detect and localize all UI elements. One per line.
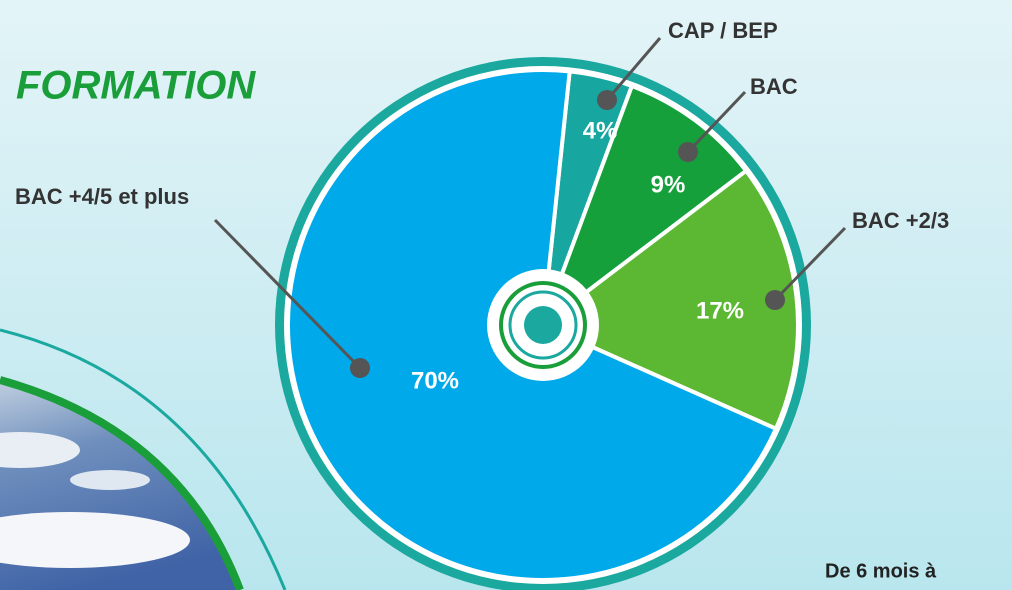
- decor-arc: [0, 376, 244, 590]
- value-label: 17%: [696, 297, 744, 324]
- leader-dot: [597, 90, 617, 110]
- category-label: BAC +2/3: [852, 208, 949, 233]
- center-hub: [524, 306, 562, 344]
- chart-title: FORMATION: [16, 64, 256, 108]
- category-label: BAC: [750, 74, 798, 99]
- pie-slice: [539, 168, 800, 432]
- leader-line: [773, 226, 847, 302]
- decor-arc: [0, 328, 287, 590]
- value-label: 70%: [411, 367, 459, 394]
- leader-dot: [350, 358, 370, 378]
- value-label: 4%: [583, 117, 618, 144]
- center-hub: [508, 290, 578, 360]
- center-hub: [499, 281, 587, 369]
- annotation: De 6 mois à: [825, 560, 937, 582]
- leader-line: [605, 37, 662, 101]
- value-label: 9%: [651, 171, 686, 198]
- leader-line: [213, 218, 362, 370]
- leader-dot: [765, 290, 785, 310]
- leader-line: [686, 90, 747, 154]
- category-label: CAP / BEP: [668, 18, 778, 43]
- category-label: BAC +4/5 et plus: [15, 184, 189, 209]
- leader-dot: [678, 142, 698, 162]
